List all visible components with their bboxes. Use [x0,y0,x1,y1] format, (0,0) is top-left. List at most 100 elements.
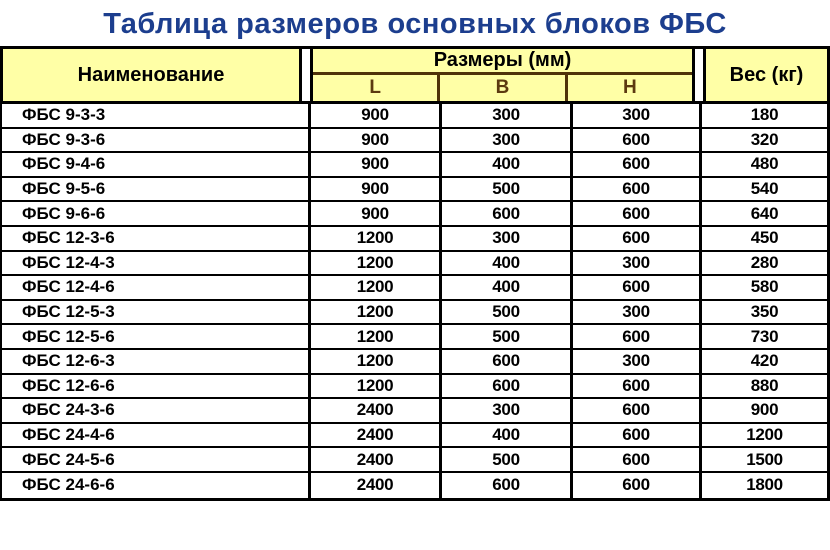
cell-weight: 350 [750,302,779,322]
cell-width: 300 [442,226,573,250]
fbs-size-table: Наименование Размеры (мм) L B H Вес (кг)… [0,46,830,501]
table-row: ФБС 9-3-6 900 300 600 320 [2,128,827,154]
cell-name: ФБС 12-4-6 [2,276,311,299]
table-row: ФБС 9-4-6 900 400 600 480 [2,153,827,178]
cell-name: ФБС 24-3-6 [2,399,311,422]
header-cell-height: H [622,77,637,98]
table-row: ФБС 24-6-6 2400 600 600 1800 [2,472,827,498]
table-header: Наименование Размеры (мм) L B H Вес (кг) [0,46,830,104]
header-gap [302,49,310,101]
table-row: ФБС 24-4-6 2400 400 600 1200 [2,423,827,449]
cell-height: 600 [573,448,702,471]
cell-name: ФБС 9-6-6 [2,202,311,225]
cell-length: 2400 [311,448,442,471]
cell-height: 600 [573,472,702,498]
cell-width: 300 [442,104,573,127]
cell-height: 600 [573,202,702,225]
cell-weight: 640 [750,203,779,223]
cell-width: 300 [442,399,573,422]
cell-height: 600 [573,226,702,250]
cell-length: 2400 [311,399,442,422]
cell-name: ФБС 12-6-6 [2,374,311,398]
cell-width: 600 [442,374,573,398]
header-cell-weight: Вес (кг) [703,49,830,101]
table-row: ФБС 9-5-6 900 500 600 540 [2,177,827,203]
cell-name: ФБС 9-5-6 [2,177,311,201]
cell-weight: 280 [750,252,779,272]
cell-width: 400 [442,276,573,299]
cell-length: 1200 [311,251,442,275]
cell-weight: 180 [750,105,779,125]
cell-height: 600 [573,128,702,152]
cell-name: ФБС 12-5-3 [2,300,311,324]
cell-name: ФБС 9-3-3 [2,104,311,127]
cell-name: ФБС 9-4-6 [2,153,311,176]
cell-length: 1200 [311,226,442,250]
cell-name: ФБС 12-6-3 [2,349,311,373]
cell-weight: 880 [750,375,779,395]
table-row: ФБС 9-6-6 900 600 600 640 [2,202,827,227]
cell-weight: 320 [750,129,779,149]
cell-weight: 1200 [746,425,783,445]
header-gap [695,49,703,101]
cell-name: ФБС 12-3-6 [2,226,311,250]
cell-length: 900 [311,177,442,201]
cell-width: 400 [442,423,573,447]
cell-height: 300 [573,300,702,324]
table-body: ФБС 9-3-3 900 300 300 180 ФБС 9-3-6 900 300 600 3… [0,104,830,501]
cell-height: 300 [573,251,702,275]
cell-width: 500 [442,300,573,324]
cell-height: 600 [573,325,702,348]
cell-height: 600 [573,177,702,201]
cell-weight: 580 [750,277,779,297]
cell-height: 300 [573,349,702,373]
cell-weight: 900 [750,400,779,420]
cell-height: 600 [573,423,702,447]
table-row: ФБС 12-4-6 1200 400 600 580 [2,276,827,301]
cell-length: 900 [311,104,442,127]
cell-name: ФБС 24-5-6 [2,448,311,471]
cell-weight: 450 [750,228,779,248]
cell-width: 400 [442,153,573,176]
cell-name: ФБС 12-4-3 [2,251,311,275]
cell-name: ФБС 12-5-6 [2,325,311,348]
header-cell-width: B [440,75,568,101]
cell-weight: 730 [750,326,779,346]
cell-width: 500 [442,325,573,348]
table-row: ФБС 9-3-3 900 300 300 180 [2,104,827,129]
cell-width: 600 [442,349,573,373]
cell-length: 1200 [311,325,442,348]
cell-length: 900 [311,202,442,225]
cell-length: 2400 [311,423,442,447]
cell-weight: 420 [750,351,779,371]
cell-weight: 540 [750,179,779,199]
cell-height: 300 [573,104,702,127]
table-row: ФБС 24-5-6 2400 500 600 1500 [2,448,827,473]
cell-length: 900 [311,128,442,152]
cell-weight: 1800 [746,475,783,495]
cell-width: 600 [442,472,573,498]
cell-weight: 1500 [746,449,783,469]
cell-length: 2400 [311,472,442,498]
cell-height: 600 [573,276,702,299]
header-sizes-subrow: L B H [313,75,692,101]
table-row: ФБС 12-5-6 1200 500 600 730 [2,325,827,350]
header-cell-name: Наименование [0,49,302,101]
table-row: ФБС 12-5-3 1200 500 300 350 [2,300,827,326]
cell-width: 400 [442,251,573,275]
cell-height: 600 [573,374,702,398]
cell-name: ФБС 9-3-6 [2,128,311,152]
header-cell-sizes-group: Размеры (мм) [313,49,692,75]
cell-width: 600 [442,202,573,225]
cell-width: 300 [442,128,573,152]
page-title: Таблица размеров основных блоков ФБС [103,7,727,40]
cell-length: 900 [311,153,442,176]
table-row: ФБС 12-6-6 1200 600 600 880 [2,374,827,400]
table-row: ФБС 12-6-3 1200 600 300 420 [2,349,827,375]
table-row: ФБС 24-3-6 2400 300 600 900 [2,399,827,424]
header-group-sizes: Размеры (мм) L B H [310,49,695,101]
cell-length: 1200 [311,374,442,398]
table-row: ФБС 12-4-3 1200 400 300 280 [2,251,827,277]
cell-width: 500 [442,448,573,471]
